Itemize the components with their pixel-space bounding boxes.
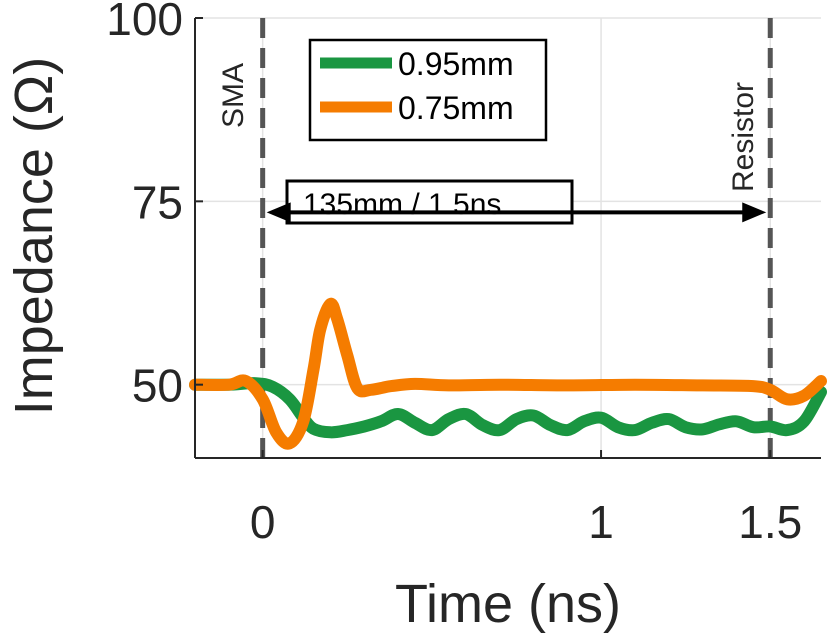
- series-line-0-95mm: [189, 377, 827, 439]
- span-arrow: [266, 202, 767, 223]
- legend-label-0-75mm: 0.75mm: [398, 90, 514, 126]
- x-tick-label-1: 1: [588, 496, 614, 548]
- span-annotation: 135mm / 1.5ns: [266, 179, 767, 225]
- axes-frame: [194, 17, 821, 459]
- series-line-0-75mm: [189, 297, 827, 450]
- tick-labels: 0 1 1.5 50 75 100: [106, 0, 802, 548]
- y-tick-label-1: 75: [132, 176, 183, 228]
- span-arrow-head-left: [266, 202, 291, 223]
- x-axis-label: Time (ns): [395, 574, 621, 634]
- resistor-label: Resistor: [727, 82, 760, 192]
- span-arrow-head-right: [742, 202, 767, 223]
- legend: 0.95mm 0.75mm: [308, 38, 548, 142]
- y-tick-label-0: 50: [132, 360, 183, 412]
- x-tick-label-0: 0: [250, 496, 276, 548]
- y-tick-label-2: 100: [106, 0, 183, 45]
- legend-label-0-95mm: 0.95mm: [398, 46, 514, 82]
- span-label: 135mm / 1.5ns: [303, 188, 501, 221]
- x-tick-label-2: 1.5: [738, 496, 802, 548]
- legend-box: [308, 38, 548, 142]
- sma-label: SMA: [217, 63, 250, 128]
- y-axis-label: Impedance (Ω): [4, 57, 64, 416]
- span-label-box: [285, 179, 574, 225]
- series-lines: [189, 297, 827, 450]
